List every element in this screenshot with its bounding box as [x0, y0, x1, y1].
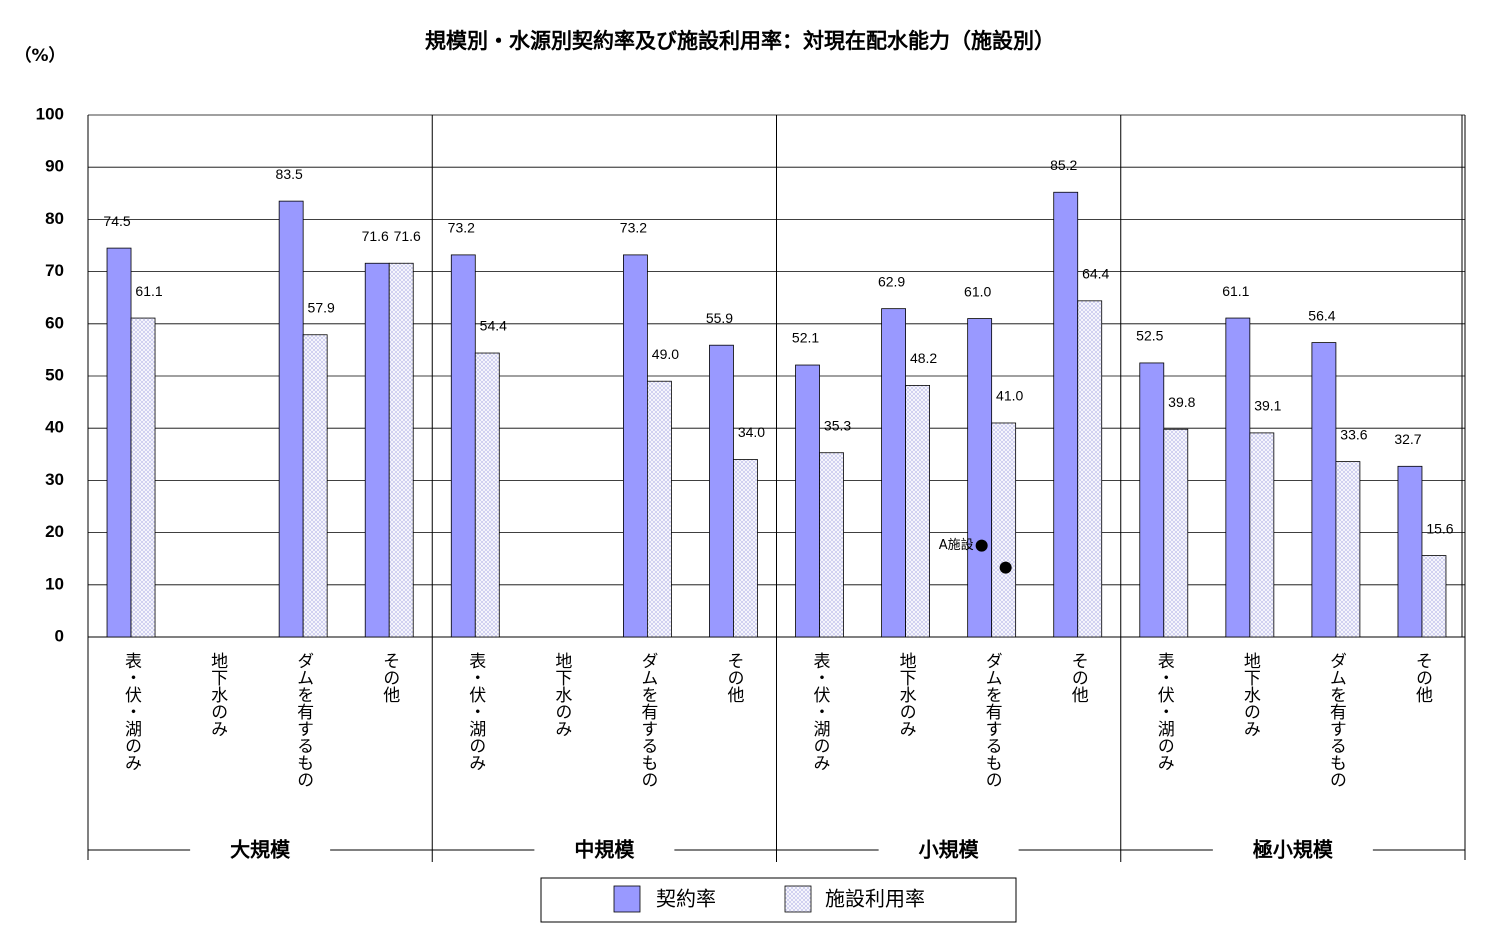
value-label: 57.9: [308, 299, 335, 315]
bar: [1139, 362, 1165, 638]
value-label: 49.0: [652, 346, 679, 362]
value-label: 54.4: [480, 318, 507, 334]
x-tick-label: ダムを有するもの: [982, 652, 1003, 788]
value-label: 39.8: [1168, 394, 1195, 410]
value-label: 74.5: [103, 213, 130, 229]
legend-label: 契約率: [656, 887, 716, 911]
bar: [364, 262, 390, 638]
value-label: 33.6: [1340, 426, 1367, 442]
x-tick-label: 地下水のみ: [1240, 652, 1261, 737]
group-label: 大規模: [230, 838, 291, 862]
bar: [1225, 317, 1251, 638]
x-tick-label: 表・伏・湖のみ: [810, 652, 831, 771]
bar: [1335, 461, 1361, 638]
bar: [1397, 465, 1423, 638]
value-label: 73.2: [620, 220, 647, 236]
value-label: 52.5: [1136, 328, 1163, 344]
value-label: 71.6: [362, 228, 389, 244]
bar: [881, 308, 906, 638]
chart-title: 規模別・水源別契約率及び施設利用率：対現在配水能力（施設別）: [425, 29, 1055, 53]
x-tick-label: その他: [379, 652, 400, 703]
bar: [388, 262, 414, 638]
group-label: 中規模: [574, 838, 635, 862]
legend-label: 施設利用率: [825, 887, 925, 911]
x-tick-label: その他: [1068, 652, 1089, 703]
legend-box: [540, 877, 1017, 923]
value-label: 64.4: [1082, 266, 1109, 282]
value-label: 35.3: [824, 417, 851, 433]
value-label: 32.7: [1394, 431, 1421, 447]
value-label: 15.6: [1426, 520, 1453, 536]
value-label: 48.2: [910, 350, 937, 366]
bar: [302, 334, 328, 638]
bar: [1249, 432, 1275, 638]
bar: [623, 254, 648, 638]
y-tick-label: 0: [55, 626, 64, 645]
y-tick-label: 60: [45, 313, 64, 332]
y-tick-label: 30: [45, 470, 64, 489]
x-tick-label: 地下水のみ: [896, 652, 917, 737]
value-label: 83.5: [276, 166, 303, 182]
legend-swatch: [613, 885, 641, 913]
bar: [905, 384, 930, 638]
value-label: 52.1: [792, 330, 819, 346]
bar: [1421, 555, 1447, 638]
y-tick-label: 90: [45, 157, 64, 176]
bar: [1053, 191, 1079, 638]
x-tick-label: ダムを有するもの: [1326, 652, 1347, 788]
y-tick-label: 70: [45, 261, 64, 280]
group-label: 極小規模: [1252, 838, 1334, 862]
annotation-point: [999, 561, 1012, 574]
group-label: 小規模: [919, 838, 980, 862]
bar: [278, 200, 304, 638]
bar: [474, 352, 500, 638]
bar: [1163, 428, 1189, 638]
bar: [967, 318, 993, 638]
bar: [1311, 342, 1337, 638]
x-tick-label: 表・伏・湖のみ: [1154, 652, 1175, 771]
value-label: 61.1: [1222, 283, 1249, 299]
bar: [991, 422, 1017, 638]
value-label: 85.2: [1050, 157, 1077, 173]
x-tick-label: その他: [1412, 652, 1433, 703]
x-tick-label: 表・伏・湖のみ: [121, 652, 142, 771]
value-label: 73.2: [448, 220, 475, 236]
value-label: 56.4: [1308, 307, 1335, 323]
value-label: 34.0: [738, 424, 765, 440]
x-tick-label: ダムを有するもの: [293, 652, 314, 788]
legend-swatch: [784, 885, 812, 913]
value-label: 41.0: [996, 388, 1023, 404]
x-tick-label: ダムを有するもの: [637, 652, 658, 788]
value-label: 61.0: [964, 283, 991, 299]
bar: [819, 452, 844, 638]
bar: [1077, 300, 1103, 638]
y-tick-label: 20: [45, 522, 64, 541]
value-label: 39.1: [1254, 398, 1281, 414]
y-tick-label: 100: [36, 104, 64, 123]
bar: [450, 254, 476, 638]
x-tick-label: 地下水のみ: [551, 652, 572, 737]
bar: [130, 317, 156, 638]
x-tick-label: 地下水のみ: [207, 652, 228, 737]
bar: [733, 459, 758, 638]
y-tick-label: 40: [45, 418, 64, 437]
value-label: 62.9: [878, 273, 905, 289]
y-tick-label: 50: [45, 365, 64, 384]
y-axis-label: （%）: [14, 45, 65, 66]
bar: [709, 344, 734, 638]
x-tick-label: その他: [723, 652, 744, 703]
value-label: 71.6: [394, 228, 421, 244]
bar: [795, 364, 820, 638]
bar: [647, 380, 672, 638]
value-label: 55.9: [706, 310, 733, 326]
y-tick-label: 80: [45, 209, 64, 228]
y-tick-label: 10: [45, 574, 64, 593]
annotation-label: A施設: [939, 537, 974, 553]
annotation-point: [975, 539, 988, 552]
value-label: 61.1: [135, 283, 162, 299]
bar: [106, 247, 132, 638]
x-tick-label: 表・伏・湖のみ: [465, 652, 486, 771]
